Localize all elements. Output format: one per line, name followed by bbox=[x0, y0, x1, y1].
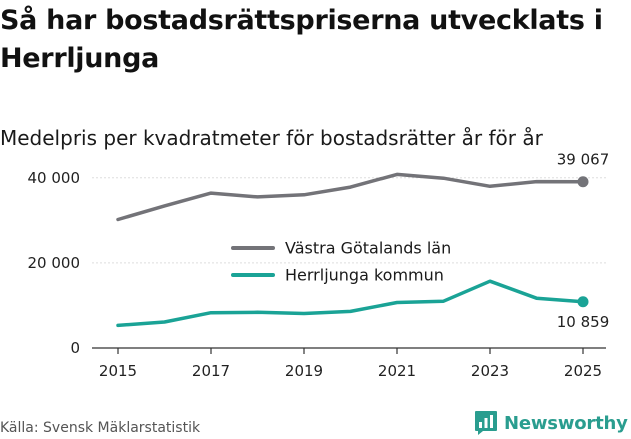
newsworthy-logo-icon bbox=[475, 411, 497, 435]
y-tick-label: 20 000 bbox=[28, 254, 81, 272]
series-herrljunga-end-label: 10 859 bbox=[557, 313, 610, 331]
x-tick-label: 2023 bbox=[471, 362, 509, 380]
x-tick-label: 2021 bbox=[378, 362, 416, 380]
legend-label: Västra Götalands län bbox=[285, 239, 451, 258]
x-tick-label: 2025 bbox=[564, 362, 602, 380]
brand: Newsworthy bbox=[474, 408, 628, 438]
series-vastra-gotaland-line bbox=[116, 172, 585, 222]
y-tick-label: 0 bbox=[70, 339, 80, 357]
chart-title: Så har bostadsrättspriserna utvecklats i… bbox=[0, 5, 603, 74]
legend-label: Herrljunga kommun bbox=[285, 266, 444, 285]
y-tick-label: 40 000 bbox=[28, 169, 81, 187]
series-vastra-gotaland-end-marker bbox=[577, 176, 589, 188]
x-tick-label: 2015 bbox=[99, 362, 137, 380]
brand-name: Newsworthy bbox=[504, 412, 628, 434]
chart-subtitle: Medelpris per kvadratmeter för bostadsrä… bbox=[0, 126, 543, 150]
x-tick-label: 2017 bbox=[192, 362, 230, 380]
series-herrljunga-line bbox=[116, 279, 585, 328]
series-vastra-gotaland-end-label: 39 067 bbox=[557, 151, 610, 169]
source-note: Källa: Svensk Mäklarstatistik bbox=[0, 420, 201, 436]
series-herrljunga-end-marker bbox=[577, 296, 589, 308]
x-tick-label: 2019 bbox=[285, 362, 323, 380]
